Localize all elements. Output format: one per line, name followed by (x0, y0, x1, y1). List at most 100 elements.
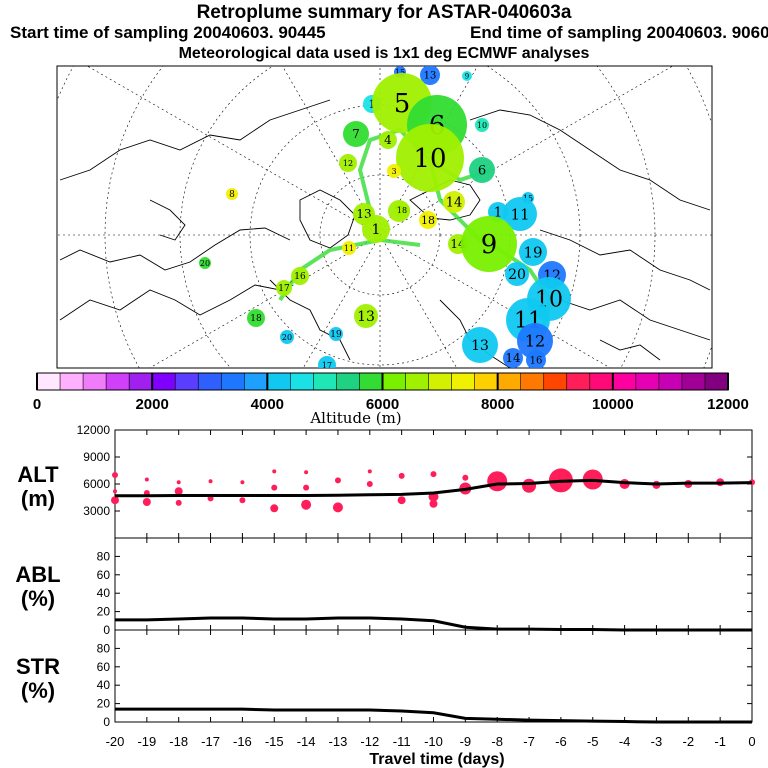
meridian-line (379, 234, 611, 368)
colorbar-tick-label: 2000 (135, 396, 168, 413)
x-tick-label: -20 (106, 734, 125, 749)
plume-label: 19 (330, 330, 342, 340)
alt-scatter-point (367, 469, 372, 474)
alt-scatter-point (272, 469, 277, 474)
colorbar-segment (313, 372, 338, 391)
plume-circle (318, 356, 336, 368)
alt-scatter-point (462, 474, 469, 481)
colorbar-tick-label: 10000 (592, 396, 634, 413)
map-panel: 1513915674101061237181415131111491920121… (56, 65, 713, 370)
plume-circle (379, 131, 397, 149)
x-tick-label: -19 (137, 734, 156, 749)
coastline (539, 229, 711, 291)
plume-label: 13 (357, 309, 375, 325)
y-tick-label: 80 (97, 641, 111, 655)
plume-label: 7 (352, 127, 360, 141)
alt-scatter-point (112, 472, 118, 478)
x-tick-label: -4 (619, 734, 631, 749)
plume-label: 13 (471, 338, 489, 354)
colorbar-tick-label: 6000 (366, 396, 399, 413)
plume-circle (343, 121, 369, 147)
x-tick-label: -3 (651, 734, 663, 749)
panel-label-str: STR (16, 654, 60, 679)
alt-scatter-point (144, 477, 149, 482)
colorbar-segment (174, 372, 200, 391)
plume-label: 17 (322, 361, 332, 370)
y-tick-label: 9000 (83, 450, 110, 464)
plume-circle (475, 118, 489, 132)
plume-label: 16 (530, 356, 543, 367)
plume-circle (387, 164, 401, 178)
x-tick-label: -18 (169, 734, 188, 749)
colorbar-segment (474, 372, 499, 391)
colorbar-segment (405, 372, 430, 391)
plume-circle (226, 188, 238, 200)
colorbar-segment (428, 372, 453, 391)
colorbar-tick-label: 4000 (251, 396, 284, 413)
plume-label: 4 (384, 133, 392, 147)
y-tick-label: 40 (97, 678, 111, 692)
y-tick-label: 0 (103, 715, 110, 729)
x-tick-label: -2 (683, 734, 695, 749)
colorbar-segment (36, 372, 61, 391)
plume-circle (469, 157, 495, 183)
plume-circle (461, 216, 517, 272)
plume-label: 9 (465, 72, 469, 80)
colorbar-segment (151, 372, 177, 391)
panel-label-abl: ABL (15, 562, 60, 587)
plume-label: 8 (229, 190, 235, 200)
alt-scatter-point (270, 504, 279, 513)
x-tick-label: 0 (748, 734, 755, 749)
y-tick-label: 6000 (83, 477, 110, 491)
x-tick-label: -8 (491, 734, 503, 749)
alt-scatter-point (111, 496, 119, 505)
panel-label-abl: (%) (21, 586, 55, 611)
colorbar-segment (543, 372, 568, 391)
y-tick-label: 20 (97, 697, 111, 711)
plume-label: 3 (391, 167, 396, 176)
coastline (59, 274, 301, 321)
y-tick-label: 0 (103, 623, 110, 637)
coastline (299, 189, 356, 249)
plume-label: 10 (477, 121, 487, 130)
series-line-alt (115, 478, 753, 498)
plume-label: 15 (395, 68, 405, 77)
colorbar-tick-label: 0 (33, 396, 41, 413)
plume-circle (280, 330, 294, 344)
plume-label: 15 (523, 194, 533, 203)
panel-label-str: (%) (21, 678, 55, 703)
colorbar-segment (566, 372, 591, 391)
x-tick-label: -10 (424, 734, 443, 749)
plume-circle (503, 197, 537, 231)
colorbar-segment (220, 372, 246, 391)
panel-label-alt: ALT (17, 462, 59, 487)
plume-circle (394, 202, 410, 218)
colorbar-segment (359, 372, 384, 391)
alt-scatter-point (366, 481, 373, 487)
x-tick-label: -13 (329, 734, 348, 749)
x-tick-label: -7 (523, 734, 535, 749)
x-tick-label: -6 (555, 734, 567, 749)
alt-scatter-point (334, 477, 341, 484)
x-tick-label: -16 (233, 734, 252, 749)
colorbar-segment (612, 372, 637, 391)
plume-label: 18 (421, 214, 435, 227)
plume-circle (362, 215, 390, 243)
colorbar-segment (105, 372, 130, 391)
coastline (59, 227, 291, 271)
y-tick-label: 20 (97, 605, 111, 619)
plume-circle (329, 327, 343, 341)
alt-scatter-point (303, 484, 310, 491)
plume-label: 18 (250, 314, 262, 324)
coastline (559, 299, 711, 341)
chart-subtitle: Meteorological data used is 1x1 deg ECMW… (178, 45, 590, 62)
alt-scatter-point (208, 479, 213, 484)
coastline (59, 99, 331, 181)
plume-label: 14 (446, 196, 463, 211)
colorbar-segment (290, 372, 315, 391)
y-tick-label: 80 (97, 549, 111, 563)
y-tick-label: 3000 (83, 504, 110, 518)
alt-scatter-point (176, 480, 181, 485)
y-tick-label: 60 (97, 660, 111, 674)
plume-circle (462, 327, 498, 363)
